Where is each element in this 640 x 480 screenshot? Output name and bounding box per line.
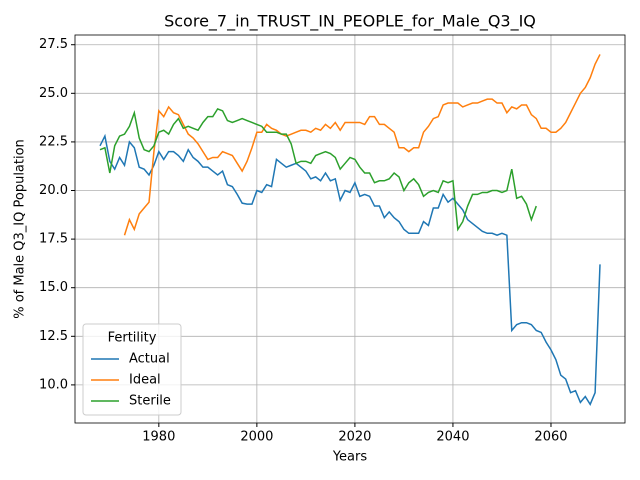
x-axis-label: Years: [332, 450, 368, 465]
series-line: [99, 133, 601, 406]
legend-label: Sterile: [129, 394, 171, 409]
legend-box: [82, 323, 182, 416]
legend-label: Actual: [129, 352, 170, 367]
y-tick-label: 10.0: [39, 377, 68, 392]
x-tick-label: 1980: [142, 430, 175, 445]
y-tick-label: 27.5: [39, 37, 68, 52]
y-tick-label: 17.5: [39, 232, 68, 247]
y-tick-label: 12.5: [39, 329, 68, 344]
y-axis-label: % of Male Q3_IQ Population: [13, 139, 28, 319]
legend-label: Ideal: [129, 373, 161, 388]
y-tick-label: 25.0: [39, 86, 68, 101]
series-line: [99, 107, 537, 232]
y-tick-label: 15.0: [39, 280, 68, 295]
x-tick-label: 2060: [534, 430, 567, 445]
series-line: [123, 54, 601, 236]
legend-title: Fertility: [108, 331, 157, 346]
x-tick-label: 2020: [338, 430, 371, 445]
x-tick-label: 2000: [240, 430, 273, 445]
x-tick-label: 2040: [436, 430, 469, 445]
y-tick-label: 20.0: [39, 183, 68, 198]
y-tick-label: 22.5: [39, 134, 68, 149]
plot-frame: [74, 34, 626, 424]
chart-title: Score_7_in_TRUST_IN_PEOPLE_for_Male_Q3_I…: [164, 12, 536, 32]
